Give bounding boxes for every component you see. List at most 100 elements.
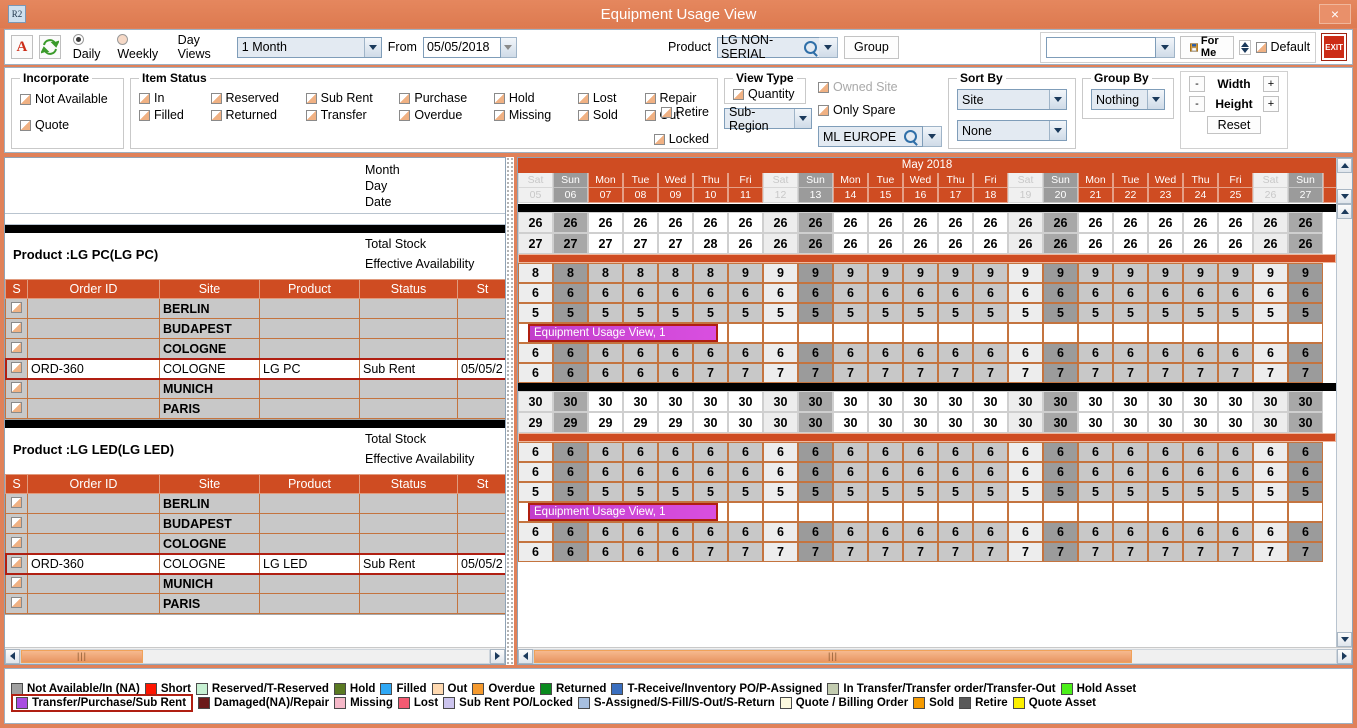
calendar-cell[interactable]: 7 (833, 542, 868, 562)
calendar-cell[interactable]: 6 (1113, 522, 1148, 542)
calendar-cell[interactable]: 7 (1253, 363, 1288, 383)
calendar-cell[interactable]: 5 (1253, 482, 1288, 502)
column-header[interactable]: Status (359, 279, 458, 299)
table-row[interactable]: BERLIN (5, 493, 505, 514)
calendar-cell[interactable]: 7 (868, 542, 903, 562)
column-header[interactable]: Site (159, 474, 260, 494)
calendar-cell[interactable]: 6 (868, 442, 903, 462)
calendar-cell[interactable]: 6 (1253, 343, 1288, 363)
calendar-cell[interactable]: 6 (1218, 343, 1253, 363)
calendar-cell[interactable] (868, 323, 903, 343)
column-header[interactable]: Product (259, 279, 360, 299)
calendar-cell[interactable]: 7 (1288, 363, 1323, 383)
calendar-cell[interactable]: 8 (518, 263, 553, 283)
scroll-left-icon[interactable] (5, 648, 20, 664)
row-select-cell[interactable] (5, 553, 28, 574)
calendar-cell[interactable]: 6 (588, 542, 623, 562)
calendar-cell[interactable]: 6 (623, 283, 658, 303)
table-row[interactable]: PARIS (5, 398, 505, 419)
calendar-cell[interactable]: 6 (623, 363, 658, 383)
right-hscroll-track[interactable]: ||| (533, 648, 1337, 664)
calendar-cell[interactable]: 5 (1078, 303, 1113, 323)
spinner-up-icon[interactable] (1240, 41, 1249, 47)
column-header[interactable]: S (5, 474, 28, 494)
calendar-cell[interactable] (798, 502, 833, 522)
region-dropdown-icon[interactable] (923, 126, 942, 147)
calendar-cell[interactable]: 5 (518, 482, 553, 502)
calendar-cell[interactable]: 7 (1148, 542, 1183, 562)
calendar-cell[interactable]: 5 (1008, 482, 1043, 502)
calendar-cell[interactable]: 7 (903, 363, 938, 383)
calendar-cell[interactable]: 7 (1078, 363, 1113, 383)
calendar-cell[interactable]: 6 (938, 522, 973, 542)
calendar-cell[interactable]: 6 (1008, 462, 1043, 482)
calendar-cell[interactable]: 7 (1148, 363, 1183, 383)
calendar-cell[interactable]: 6 (1148, 442, 1183, 462)
calendar-cell[interactable]: 6 (973, 462, 1008, 482)
height-plus-button[interactable]: + (1263, 96, 1279, 112)
calendar-cell[interactable]: 6 (1148, 462, 1183, 482)
row-checkbox[interactable] (11, 536, 22, 548)
calendar-cell[interactable] (1008, 502, 1043, 522)
row-checkbox[interactable] (11, 381, 22, 393)
calendar-cell[interactable]: 7 (1113, 363, 1148, 383)
calendar-cell[interactable]: 6 (693, 442, 728, 462)
left-hscrollbar[interactable]: ||| (5, 647, 505, 664)
calendar-cell[interactable]: 9 (1008, 263, 1043, 283)
calendar-cell[interactable]: 6 (518, 363, 553, 383)
calendar-cell[interactable]: 6 (1183, 442, 1218, 462)
status-sub-rent[interactable]: Sub Rent (305, 91, 386, 105)
scroll-up-icon[interactable] (1337, 204, 1352, 219)
calendar-cell[interactable]: 7 (1253, 542, 1288, 562)
calendar-cell[interactable]: 5 (1148, 482, 1183, 502)
calendar-cell[interactable]: 6 (938, 442, 973, 462)
calendar-cell[interactable] (1183, 502, 1218, 522)
calendar-cell[interactable]: 7 (1008, 542, 1043, 562)
calendar-body-vscrollbar[interactable] (1336, 204, 1352, 647)
status-locked[interactable]: Locked (653, 132, 709, 146)
row-checkbox[interactable] (11, 321, 22, 333)
width-minus-button[interactable]: - (1189, 76, 1205, 92)
calendar-cell[interactable] (938, 502, 973, 522)
row-select-cell[interactable] (5, 513, 28, 534)
calendar-cell[interactable] (1008, 323, 1043, 343)
calendar-cell[interactable]: 6 (658, 283, 693, 303)
row-select-cell[interactable] (5, 533, 28, 554)
calendar-cell[interactable] (1043, 323, 1078, 343)
calendar-cell[interactable]: 6 (518, 283, 553, 303)
calendar-cell[interactable]: 6 (658, 363, 693, 383)
calendar-cell[interactable] (973, 502, 1008, 522)
calendar-cell[interactable]: 6 (623, 462, 658, 482)
calendar-cell[interactable]: 6 (518, 442, 553, 462)
close-icon[interactable]: × (1319, 4, 1351, 24)
row-select-cell[interactable] (5, 593, 28, 614)
table-row[interactable]: COLOGNE (5, 338, 505, 359)
calendar-cell[interactable]: 5 (1043, 303, 1078, 323)
calendar-cell[interactable]: 6 (973, 343, 1008, 363)
calendar-cell[interactable]: 5 (1288, 482, 1323, 502)
row-select-cell[interactable] (5, 338, 28, 359)
calendar-cell[interactable]: 6 (973, 442, 1008, 462)
calendar-cell[interactable]: 6 (763, 442, 798, 462)
column-header[interactable]: Site (159, 279, 260, 299)
calendar-cell[interactable]: 6 (833, 522, 868, 542)
calendar-cell[interactable]: 6 (1218, 522, 1253, 542)
calendar-cell[interactable]: 7 (1288, 542, 1323, 562)
table-row[interactable]: MUNICH (5, 378, 505, 399)
calendar-cell[interactable]: 9 (1043, 263, 1078, 283)
scroll-left-icon[interactable] (518, 648, 533, 664)
from-date-input[interactable]: 05/05/2018 (422, 36, 501, 58)
calendar-cell[interactable]: 6 (798, 462, 833, 482)
range-select[interactable]: 1 Month (236, 36, 382, 58)
calendar-cell[interactable]: 5 (658, 303, 693, 323)
calendar-cell[interactable]: 6 (728, 462, 763, 482)
from-date-dropdown-icon[interactable] (500, 36, 517, 58)
calendar-cell[interactable]: 9 (1113, 263, 1148, 283)
calendar-cell[interactable]: 7 (973, 363, 1008, 383)
daily-radio[interactable]: Daily (72, 33, 112, 61)
